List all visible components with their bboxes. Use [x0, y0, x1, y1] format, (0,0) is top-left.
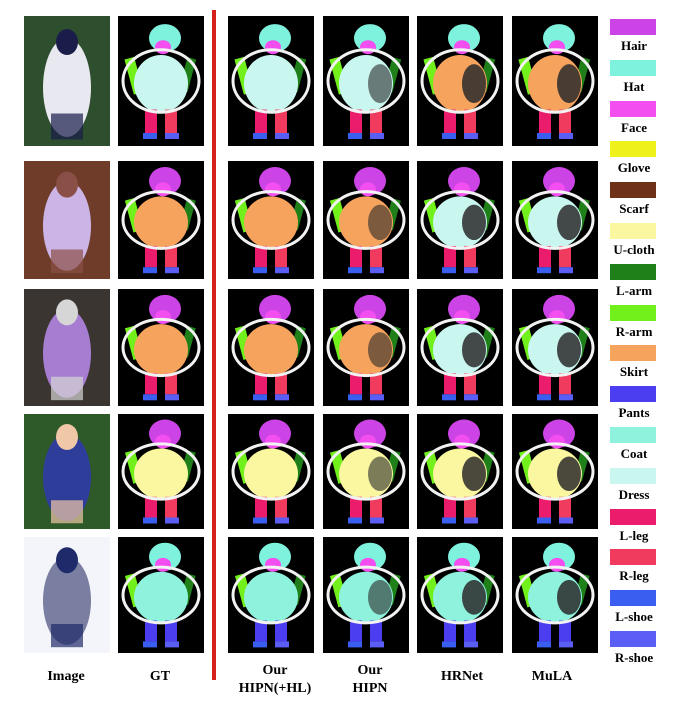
legend-swatch [610, 549, 656, 566]
legend-swatch [610, 590, 656, 607]
column-label-image: Image [47, 669, 85, 684]
legend-swatch [610, 508, 656, 525]
legend-label: Pants [618, 405, 650, 421]
error-region-circle [326, 317, 406, 378]
legend-swatch [610, 100, 656, 117]
legend-label: Face [621, 119, 647, 135]
legend-label: L-leg [619, 527, 649, 543]
legend-label: U-cloth [613, 242, 655, 257]
parsing-result-hipn_hl-row-1 [228, 16, 314, 146]
error-region-circle [231, 190, 311, 250]
legend-label: Coat [620, 446, 648, 461]
error-region-circle [231, 317, 311, 378]
error-region-circle [515, 442, 595, 501]
legend-swatch [610, 223, 656, 239]
error-region-circle [326, 190, 406, 250]
parsing-result-gt-row-3 [118, 289, 204, 406]
error-region-circle [515, 317, 595, 378]
parsing-result-gt-row-4 [118, 414, 204, 529]
input-photo-child-glove [24, 414, 110, 529]
legend-label: Dress [618, 486, 650, 502]
parsing-result-hrnet-row-3 [417, 289, 503, 406]
column-label-hrnet: HRNet [441, 669, 483, 684]
error-region-circle [420, 48, 500, 114]
legend-label: L-arm [615, 282, 653, 298]
legend-swatch [610, 182, 656, 199]
error-region-circle [121, 442, 201, 501]
column-label-hipn-hl: Our HIPN(+HL) [238, 663, 312, 696]
parsing-result-gt-row-2 [118, 161, 204, 279]
legend-swatch [610, 19, 656, 35]
legend-swatch [610, 304, 656, 321]
column-label-hipn: Our HIPN [352, 663, 388, 696]
parsing-result-hrnet-row-2 [417, 161, 503, 279]
parsing-result-mula-row-3 [512, 289, 598, 406]
legend-label: R-shoe [614, 650, 654, 665]
legend-swatch [610, 263, 656, 280]
error-region-circle [326, 48, 406, 114]
legend-swatch [610, 141, 656, 158]
legend-label: R-leg [619, 568, 649, 584]
error-region-circle [420, 565, 500, 625]
input-photo-woman-sitting [24, 161, 110, 279]
legend-swatch [610, 631, 656, 647]
legend-label: L-shoe [615, 609, 653, 625]
parsing-result-gt-row-5 [118, 537, 204, 653]
error-region-circle [231, 442, 311, 501]
parsing-result-gt-row-1 [118, 16, 204, 146]
error-region-circle [420, 190, 500, 250]
legend-label: Scarf [619, 201, 649, 217]
legend-label: Glove [617, 160, 651, 176]
legend-swatch [610, 386, 656, 403]
parsing-result-hipn-row-1 [323, 16, 409, 146]
legend-swatch [610, 59, 656, 76]
parsing-result-hrnet-row-5 [417, 537, 503, 653]
parsing-result-hipn-row-5 [323, 537, 409, 653]
column-label-mula: MuLA [531, 669, 573, 684]
error-region-circle [515, 565, 595, 625]
error-region-circle [515, 48, 595, 114]
parsing-result-hrnet-row-4 [417, 414, 503, 529]
parsing-result-hipn_hl-row-4 [228, 414, 314, 529]
legend-swatch [610, 467, 656, 484]
error-region-circle [326, 442, 406, 501]
parsing-result-hrnet-row-1 [417, 16, 503, 146]
parsing-result-hipn-row-3 [323, 289, 409, 406]
legend-label: Hat [623, 78, 645, 94]
legend-label: Skirt [619, 364, 649, 380]
legend-swatch [610, 345, 656, 362]
input-photo-skier-snow [24, 537, 110, 653]
parsing-result-mula-row-4 [512, 414, 598, 529]
error-region-circle [231, 48, 311, 114]
parsing-result-mula-row-2 [512, 161, 598, 279]
error-region-circle [420, 317, 500, 378]
error-region-circle [121, 565, 201, 625]
column-label-gt: GT [149, 669, 171, 684]
input-photo-girl-umbrella [24, 289, 110, 406]
error-region-circle [515, 190, 595, 250]
error-region-circle [121, 317, 201, 378]
input-photo-tennis-player [24, 16, 110, 146]
parsing-result-mula-row-5 [512, 537, 598, 653]
parsing-result-hipn_hl-row-5 [228, 537, 314, 653]
error-region-circle [326, 565, 406, 625]
parsing-result-mula-row-1 [512, 16, 598, 146]
legend-swatch [610, 427, 656, 443]
legend-label: R-arm [615, 323, 653, 339]
legend-label: Hair [621, 38, 647, 53]
parsing-result-hipn_hl-row-3 [228, 289, 314, 406]
parsing-result-hipn-row-2 [323, 161, 409, 279]
result-grid [24, 10, 598, 680]
error-region-circle [231, 565, 311, 625]
error-region-circle [121, 190, 201, 250]
error-region-circle [420, 442, 500, 501]
error-region-circle [121, 48, 201, 114]
parsing-result-hipn_hl-row-2 [228, 161, 314, 279]
parsing-result-hipn-row-4 [323, 414, 409, 529]
